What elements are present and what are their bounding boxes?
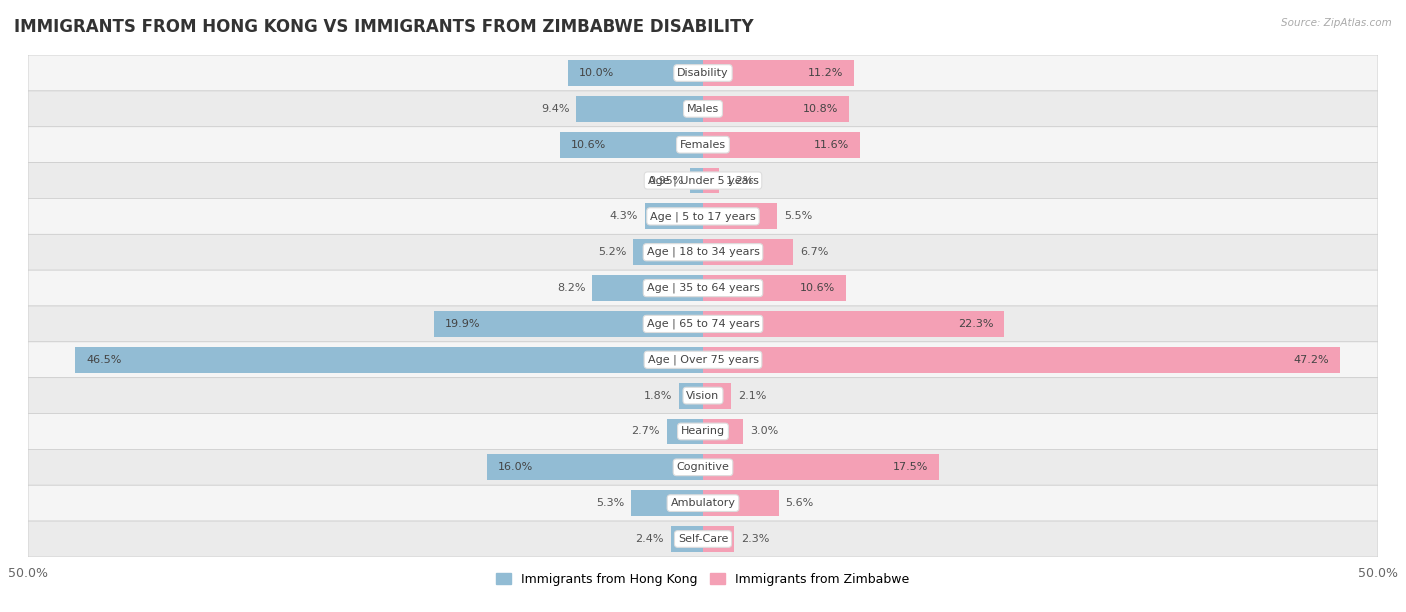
Bar xyxy=(576,96,703,122)
Bar xyxy=(703,490,779,516)
FancyBboxPatch shape xyxy=(28,485,1378,521)
Text: 2.3%: 2.3% xyxy=(741,534,769,544)
Bar xyxy=(631,490,703,516)
Bar xyxy=(703,203,778,230)
Text: 22.3%: 22.3% xyxy=(957,319,993,329)
FancyBboxPatch shape xyxy=(28,342,1378,378)
Text: Cognitive: Cognitive xyxy=(676,462,730,472)
Text: 10.8%: 10.8% xyxy=(803,104,838,114)
Text: Age | Over 75 years: Age | Over 75 years xyxy=(648,354,758,365)
Text: 17.5%: 17.5% xyxy=(893,462,928,472)
Bar xyxy=(434,311,703,337)
Bar xyxy=(703,96,849,122)
FancyBboxPatch shape xyxy=(28,270,1378,306)
Text: 10.6%: 10.6% xyxy=(571,140,606,150)
Bar xyxy=(703,168,720,193)
Bar xyxy=(703,382,731,409)
Text: Disability: Disability xyxy=(678,68,728,78)
Bar xyxy=(633,239,703,265)
Text: Males: Males xyxy=(688,104,718,114)
Bar xyxy=(703,311,1004,337)
Text: Age | Under 5 years: Age | Under 5 years xyxy=(648,175,758,186)
FancyBboxPatch shape xyxy=(28,163,1378,198)
Bar xyxy=(486,454,703,480)
FancyBboxPatch shape xyxy=(28,55,1378,91)
Text: 3.0%: 3.0% xyxy=(751,427,779,436)
Text: 19.9%: 19.9% xyxy=(446,319,481,329)
Text: 5.5%: 5.5% xyxy=(785,211,813,222)
Text: 5.6%: 5.6% xyxy=(786,498,814,508)
Text: Self-Care: Self-Care xyxy=(678,534,728,544)
Text: Source: ZipAtlas.com: Source: ZipAtlas.com xyxy=(1281,18,1392,28)
Bar xyxy=(703,239,793,265)
Bar xyxy=(671,526,703,552)
Text: 5.2%: 5.2% xyxy=(598,247,626,257)
FancyBboxPatch shape xyxy=(28,449,1378,485)
Legend: Immigrants from Hong Kong, Immigrants from Zimbabwe: Immigrants from Hong Kong, Immigrants fr… xyxy=(491,568,915,591)
Text: 11.6%: 11.6% xyxy=(814,140,849,150)
Bar xyxy=(703,347,1340,373)
Bar xyxy=(568,60,703,86)
Bar xyxy=(703,526,734,552)
Text: Age | 5 to 17 years: Age | 5 to 17 years xyxy=(650,211,756,222)
Text: Ambulatory: Ambulatory xyxy=(671,498,735,508)
Bar xyxy=(679,382,703,409)
Bar xyxy=(703,60,855,86)
Text: Females: Females xyxy=(681,140,725,150)
Text: 1.8%: 1.8% xyxy=(644,390,672,401)
Text: 2.7%: 2.7% xyxy=(631,427,659,436)
FancyBboxPatch shape xyxy=(28,414,1378,449)
Text: Age | 65 to 74 years: Age | 65 to 74 years xyxy=(647,319,759,329)
FancyBboxPatch shape xyxy=(28,91,1378,127)
FancyBboxPatch shape xyxy=(28,378,1378,414)
Bar xyxy=(76,347,703,373)
Bar xyxy=(592,275,703,301)
Bar xyxy=(703,454,939,480)
FancyBboxPatch shape xyxy=(28,521,1378,557)
Text: 8.2%: 8.2% xyxy=(557,283,585,293)
Text: Hearing: Hearing xyxy=(681,427,725,436)
Bar xyxy=(560,132,703,158)
Bar xyxy=(703,419,744,444)
Text: 6.7%: 6.7% xyxy=(800,247,828,257)
Text: 9.4%: 9.4% xyxy=(541,104,569,114)
Bar xyxy=(703,275,846,301)
Bar xyxy=(690,168,703,193)
Text: Age | 18 to 34 years: Age | 18 to 34 years xyxy=(647,247,759,258)
Text: 1.2%: 1.2% xyxy=(725,176,755,185)
Text: 2.4%: 2.4% xyxy=(636,534,664,544)
Text: IMMIGRANTS FROM HONG KONG VS IMMIGRANTS FROM ZIMBABWE DISABILITY: IMMIGRANTS FROM HONG KONG VS IMMIGRANTS … xyxy=(14,18,754,36)
Text: 16.0%: 16.0% xyxy=(498,462,533,472)
Text: Age | 35 to 64 years: Age | 35 to 64 years xyxy=(647,283,759,293)
Text: Vision: Vision xyxy=(686,390,720,401)
Text: 10.0%: 10.0% xyxy=(579,68,614,78)
Bar xyxy=(703,132,859,158)
FancyBboxPatch shape xyxy=(28,306,1378,342)
FancyBboxPatch shape xyxy=(28,127,1378,163)
Text: 46.5%: 46.5% xyxy=(86,355,121,365)
Text: 47.2%: 47.2% xyxy=(1294,355,1329,365)
Text: 11.2%: 11.2% xyxy=(808,68,844,78)
Text: 2.1%: 2.1% xyxy=(738,390,766,401)
Text: 0.95%: 0.95% xyxy=(648,176,683,185)
Bar xyxy=(645,203,703,230)
FancyBboxPatch shape xyxy=(28,234,1378,270)
Text: 10.6%: 10.6% xyxy=(800,283,835,293)
Text: 4.3%: 4.3% xyxy=(610,211,638,222)
Bar xyxy=(666,419,703,444)
FancyBboxPatch shape xyxy=(28,198,1378,234)
Text: 5.3%: 5.3% xyxy=(596,498,624,508)
